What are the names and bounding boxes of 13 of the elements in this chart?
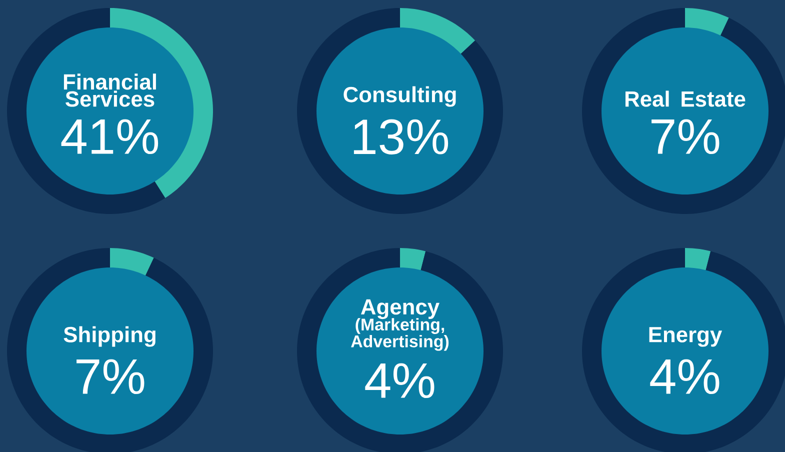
text: (Marketing, Advertising) [351,318,449,351]
text: Real Estate [626,90,746,107]
text: 4% [650,359,720,394]
text: 41% [61,119,158,154]
text: 4% [365,363,434,398]
text: Consulting [344,86,456,107]
text: 7% [76,359,144,394]
text: 13% [354,119,448,154]
text: Financial Services [64,74,156,107]
text: Agency [360,299,440,320]
text: 7% [652,119,720,154]
text: Shipping [64,326,156,347]
text: Energy [649,327,722,347]
